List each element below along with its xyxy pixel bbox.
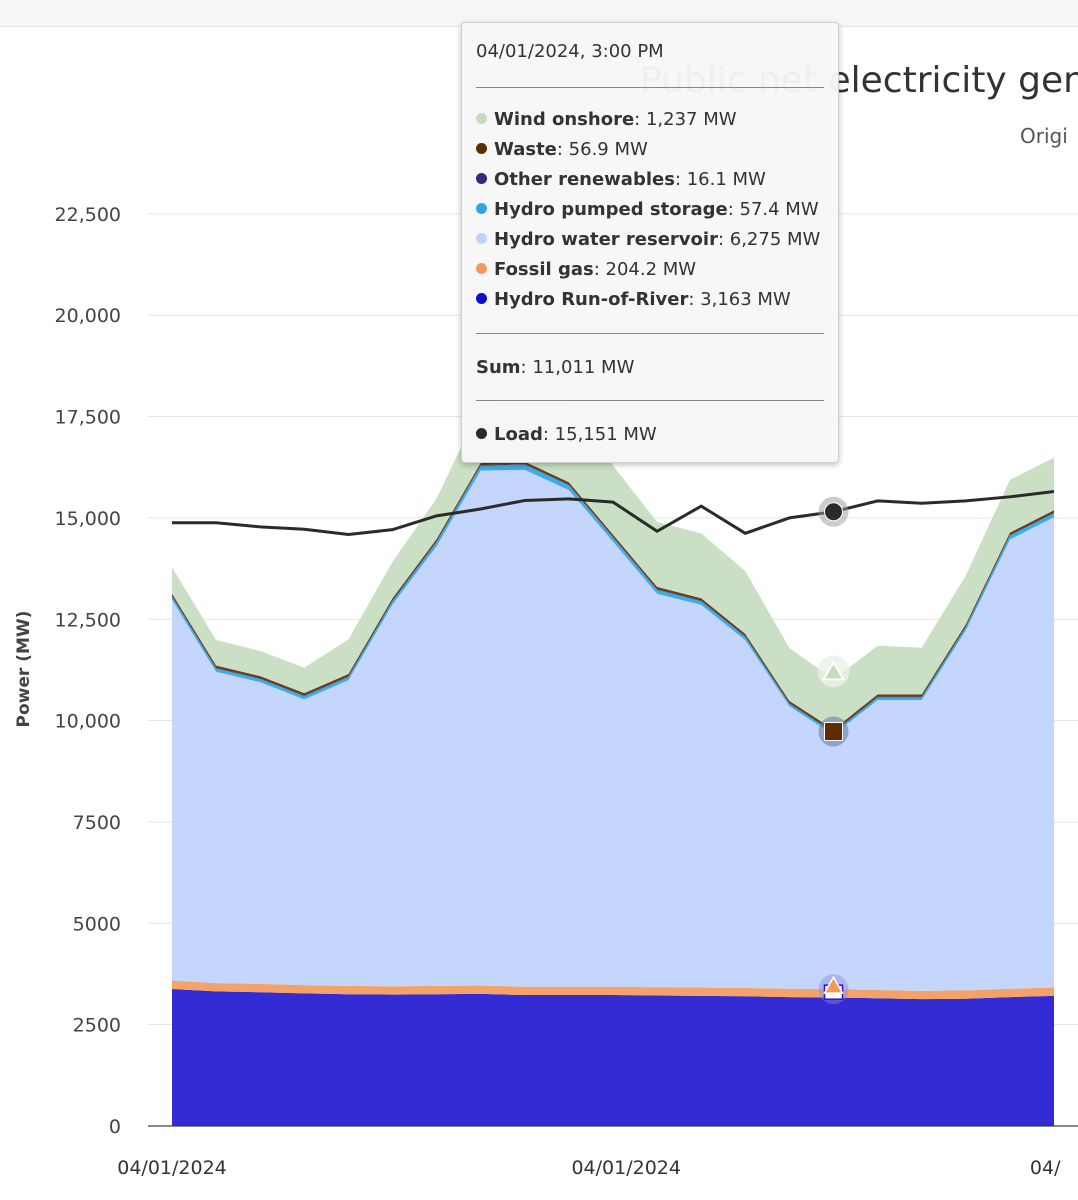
tooltip-sum-label: Sum [476,357,521,378]
tooltip-row: Hydro Run-of-River: 3,163 MW [476,289,791,310]
tooltip-divider [476,87,824,88]
y-tick-label: 12,500 [55,609,121,631]
tooltip-series-name: Waste [494,139,557,160]
tooltip-series-name: Wind onshore [494,109,635,130]
tooltip-series-value: : 16.1 MW [674,169,766,190]
y-tick-label: 17,500 [55,407,121,429]
y-tick-label: 0 [109,1116,121,1138]
series-dot-icon [476,113,487,124]
y-tick-label: 15,000 [55,508,121,530]
series-dot-icon [476,263,487,274]
tooltip-sum-value: : 11,011 MW [520,357,635,378]
wind-onshore-marker[interactable] [821,660,846,681]
tooltip-row: Waste: 56.9 MW [476,139,648,160]
x-tick-label: 04/01/2024 [117,1157,227,1179]
tooltip-load-label: Load [494,424,543,445]
y-tick-label: 7500 [73,812,121,834]
x-tick-label: 04/01/2024 [571,1157,681,1179]
series-dot-icon [476,173,487,184]
y-tick-label: 2500 [73,1015,121,1037]
tooltip-series-value: : 204.2 MW [593,259,697,280]
y-tick-label: 22,500 [55,204,121,226]
tooltip-series-name: Hydro pumped storage [494,199,728,220]
x-tick-label: 04/ [1030,1157,1061,1179]
tooltip-series-name: Hydro Run-of-River [494,289,689,310]
tooltip-time: 04/01/2024, 3:00 PM [476,41,664,62]
tooltip-row: Fossil gas: 204.2 MW [476,259,696,280]
series-dot-icon [476,293,487,304]
load-marker[interactable] [824,502,843,522]
tooltip-divider [476,400,824,401]
area-hydro-run-of-river[interactable] [172,988,1054,1126]
tooltip-series-value: : 3,163 MW [688,289,791,310]
fossil-gas-marker[interactable] [823,975,844,994]
tooltip-load-dot-icon [476,428,487,439]
tooltip-series-name: Other renewables [494,169,675,190]
tooltip-series-value: : 57.4 MW [727,199,819,220]
area-hydro-water-reservoir[interactable] [172,469,1054,991]
chart-subtitle: Origi [1020,124,1068,148]
tooltip-series-value: : 1,237 MW [634,109,737,130]
tooltip-row: Other renewables: 16.1 MW [476,169,766,190]
chart-tooltip: 04/01/2024, 3:00 PM Wind onshore: 1,237 … [461,22,839,463]
tooltip-load-row: Load: 15,151 MW [476,424,657,445]
tooltip-series-value: : 6,275 MW [717,229,821,250]
y-tick-label: 5000 [73,913,121,935]
tooltip-row: Wind onshore: 1,237 MW [476,109,737,130]
y-tick-label: 10,000 [55,711,121,733]
waste-marker[interactable] [824,722,843,742]
tooltip-row: Hydro pumped storage: 57.4 MW [476,199,819,220]
line-load[interactable] [172,490,1055,537]
series-dot-icon [476,203,487,214]
tooltip-sum-row: Sum: 11,011 MW [476,357,634,378]
tooltip-series-name: Fossil gas [494,259,594,280]
series-dot-icon [476,233,487,244]
tooltip-series-name: Hydro water reservoir [494,229,718,250]
tooltip-series-value: : 56.9 MW [556,139,648,160]
tooltip-load-value: : 15,151 MW [542,424,657,445]
y-tick-label: 20,000 [55,305,121,327]
tooltip-divider [476,333,824,334]
y-axis-label: Power (MW) [14,610,34,728]
tooltip-row: Hydro water reservoir: 6,275 MW [476,229,820,250]
series-dot-icon [476,143,487,154]
